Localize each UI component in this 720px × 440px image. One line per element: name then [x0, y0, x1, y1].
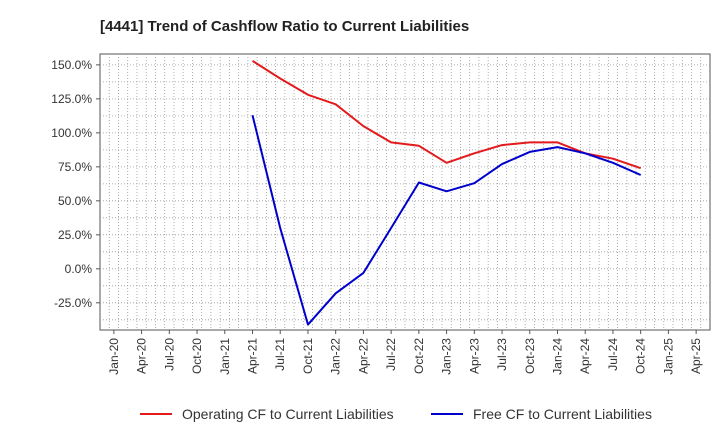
x-tick-label: Jan-23: [440, 338, 454, 375]
x-tick-label: Jul-24: [606, 338, 620, 371]
x-tick-label: Apr-21: [246, 338, 260, 374]
y-tick-label: 75.0%: [58, 160, 92, 174]
y-tick-label: 25.0%: [58, 228, 92, 242]
x-tick-label: Apr-25: [689, 338, 703, 374]
chart-title: [4441] Trend of Cashflow Ratio to Curren…: [100, 18, 469, 35]
x-tick-label: Apr-20: [135, 338, 149, 374]
y-axis: 150.0% 125.0% 100.0% 75.0% 50.0% 25.0% 0.0% -25…: [51, 58, 100, 310]
y-tick-label: 100.0%: [51, 126, 92, 140]
y-tick-label: 50.0%: [58, 194, 92, 208]
x-tick-label: Jan-25: [661, 338, 675, 375]
x-tick-label: Jan-21: [218, 338, 232, 375]
series-lines: [251, 59, 642, 326]
x-tick-label: Jul-22: [384, 338, 398, 371]
y-tick-label: 0.0%: [65, 262, 93, 276]
y-tick-label: 125.0%: [51, 92, 92, 106]
x-tick-label: Oct-24: [634, 338, 648, 374]
x-tick-label: Apr-23: [467, 338, 481, 374]
legend: Operating CF to Current Liabilities Free …: [140, 406, 652, 422]
series-line-2: [251, 114, 642, 326]
x-tick-label: Apr-24: [578, 338, 592, 374]
x-tick-label: Jan-20: [107, 338, 121, 375]
x-tick-label: Jan-22: [329, 338, 343, 375]
grid-lines: [100, 54, 710, 330]
legend-label-2: Free CF to Current Liabilities: [473, 406, 652, 422]
x-tick-label: Jul-23: [495, 338, 509, 371]
x-tick-label: Oct-20: [190, 338, 204, 374]
x-tick-label: Oct-22: [412, 338, 426, 374]
y-tick-label: -25.0%: [54, 296, 92, 310]
x-tick-label: Jan-24: [551, 338, 565, 375]
x-tick-label: Oct-23: [523, 338, 537, 374]
legend-label-1: Operating CF to Current Liabilities: [182, 406, 394, 422]
x-tick-label: Oct-21: [301, 338, 315, 374]
y-tick-label: 150.0%: [51, 58, 92, 72]
x-tick-label: Jul-21: [273, 338, 287, 371]
series-line-1: [251, 59, 642, 170]
x-tick-label: Jul-20: [162, 338, 176, 371]
x-tick-label: Apr-22: [356, 338, 370, 374]
x-axis: Jan-20 Apr-20 Jul-20 Oct-20 Jan-21 Apr-21 Jul-…: [107, 330, 703, 375]
